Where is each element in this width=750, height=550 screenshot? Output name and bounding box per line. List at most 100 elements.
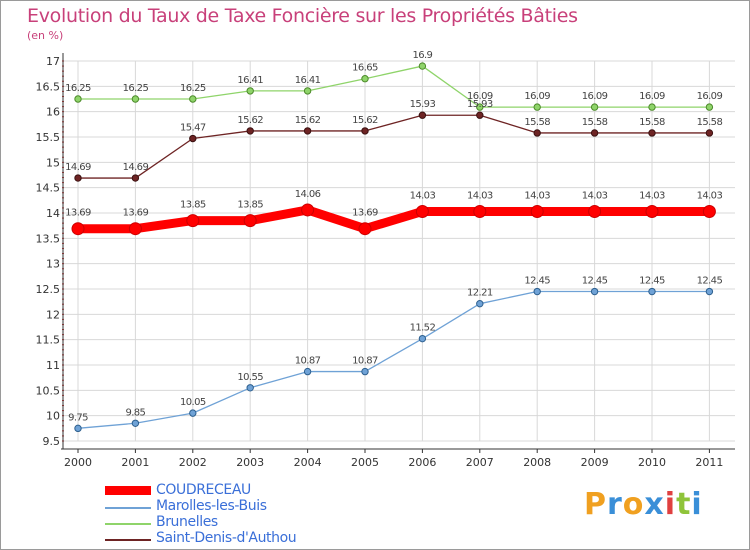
series-point (418, 111, 427, 119)
series-point (246, 127, 254, 135)
logo-letter: P (584, 487, 607, 522)
x-tick-label: 2008 (523, 456, 551, 469)
series-point (705, 129, 714, 137)
data-label: 16.09 (524, 91, 550, 102)
data-label: 16.65 (352, 63, 378, 74)
series-point (473, 204, 487, 218)
data-label: 15.58 (639, 117, 665, 128)
series-point (648, 103, 656, 111)
logo-letter: i (691, 487, 703, 522)
y-tick-label: 16.5 (36, 80, 61, 93)
y-tick-label: 9.5 (43, 435, 61, 448)
x-tick-label: 2007 (466, 456, 494, 469)
data-label: 15.58 (524, 117, 550, 128)
y-tick-label: 11 (46, 359, 60, 372)
data-label: 15.93 (410, 99, 436, 110)
series-point (533, 287, 541, 296)
y-tick-label: 16 (46, 106, 60, 119)
series-point (131, 174, 140, 182)
series-point (189, 95, 197, 103)
data-label: 14.03 (639, 190, 665, 201)
y-tick-label: 10.5 (36, 384, 61, 397)
data-label: 15.62 (237, 115, 263, 126)
data-label: 14.03 (467, 190, 493, 201)
series-point (648, 287, 656, 296)
data-label: 10.05 (180, 397, 206, 408)
series-point (243, 214, 257, 228)
legend-swatch (105, 523, 151, 525)
series-point (476, 299, 484, 308)
series-point (418, 334, 427, 343)
series-point (476, 111, 484, 119)
data-label: 14.69 (123, 162, 149, 173)
data-label: 14.03 (582, 190, 608, 201)
data-label: 15.58 (582, 117, 608, 128)
series-point (74, 174, 82, 182)
series-point (418, 62, 427, 70)
series-point (303, 367, 312, 376)
logo-letter: i (664, 487, 677, 522)
data-label: 9.75 (68, 412, 88, 423)
data-label: 16.25 (65, 83, 91, 94)
x-tick-label: 2011 (695, 456, 723, 469)
series-line-3 (78, 114, 710, 179)
data-label: 12.45 (524, 276, 550, 287)
y-tick-label: 10 (46, 410, 60, 423)
data-label: 15.62 (295, 115, 321, 126)
series-point (361, 127, 369, 135)
data-label: 10.87 (295, 356, 321, 367)
series-point (533, 103, 541, 111)
series-point (705, 287, 714, 296)
y-tick-label: 15.5 (36, 131, 61, 144)
y-tick-label: 12 (46, 308, 60, 321)
data-label: 16.9 (412, 50, 432, 61)
legend-swatch (105, 486, 151, 495)
y-tick-label: 17 (46, 55, 60, 68)
legend-label: COUDRECEAU (156, 482, 251, 498)
legend-label: Marolles-les-Buis (156, 498, 267, 514)
data-label: 14.06 (295, 189, 321, 200)
data-label: 14.69 (65, 162, 91, 173)
x-tick-label: 2000 (64, 456, 92, 469)
series-point (303, 87, 312, 95)
x-tick-label: 2003 (236, 456, 264, 469)
series-point (71, 222, 85, 236)
series-point (530, 204, 544, 218)
series-point (246, 384, 254, 392)
legend-swatch (105, 507, 151, 509)
data-label: 16.09 (697, 91, 723, 102)
data-label: 13.85 (180, 200, 206, 211)
series-point (246, 87, 254, 95)
data-label: 16.25 (123, 83, 149, 94)
y-tick-label: 15 (46, 156, 60, 169)
series-point (533, 129, 541, 137)
x-tick-label: 2002 (179, 456, 207, 469)
logo-letter: r (607, 487, 623, 522)
data-label: 9.85 (125, 407, 145, 418)
y-tick-label: 14 (46, 207, 60, 220)
data-label: 16.09 (467, 91, 493, 102)
data-label: 12.45 (639, 276, 665, 287)
series-point (301, 203, 315, 217)
proxiti-logo: Proxiti (584, 487, 703, 522)
series-point (358, 222, 372, 236)
x-tick-label: 2005 (351, 456, 379, 469)
series-point (361, 75, 369, 83)
data-label: 14.03 (410, 190, 436, 201)
series-point (186, 214, 200, 228)
series-point (590, 129, 599, 137)
data-label: 13.69 (352, 208, 378, 219)
series-point (588, 204, 602, 218)
data-label: 14.03 (697, 190, 723, 201)
legend-label: Saint-Denis-d'Authou (156, 530, 297, 546)
data-label: 16.41 (295, 75, 321, 86)
series-point (648, 129, 656, 137)
data-label: 16.41 (237, 75, 263, 86)
data-label: 16.09 (639, 91, 665, 102)
chart-title: Evolution du Taux de Taxe Foncière sur l… (27, 5, 578, 27)
x-tick-label: 2001 (121, 456, 149, 469)
data-label: 11.52 (410, 323, 436, 334)
series-point (361, 367, 369, 376)
